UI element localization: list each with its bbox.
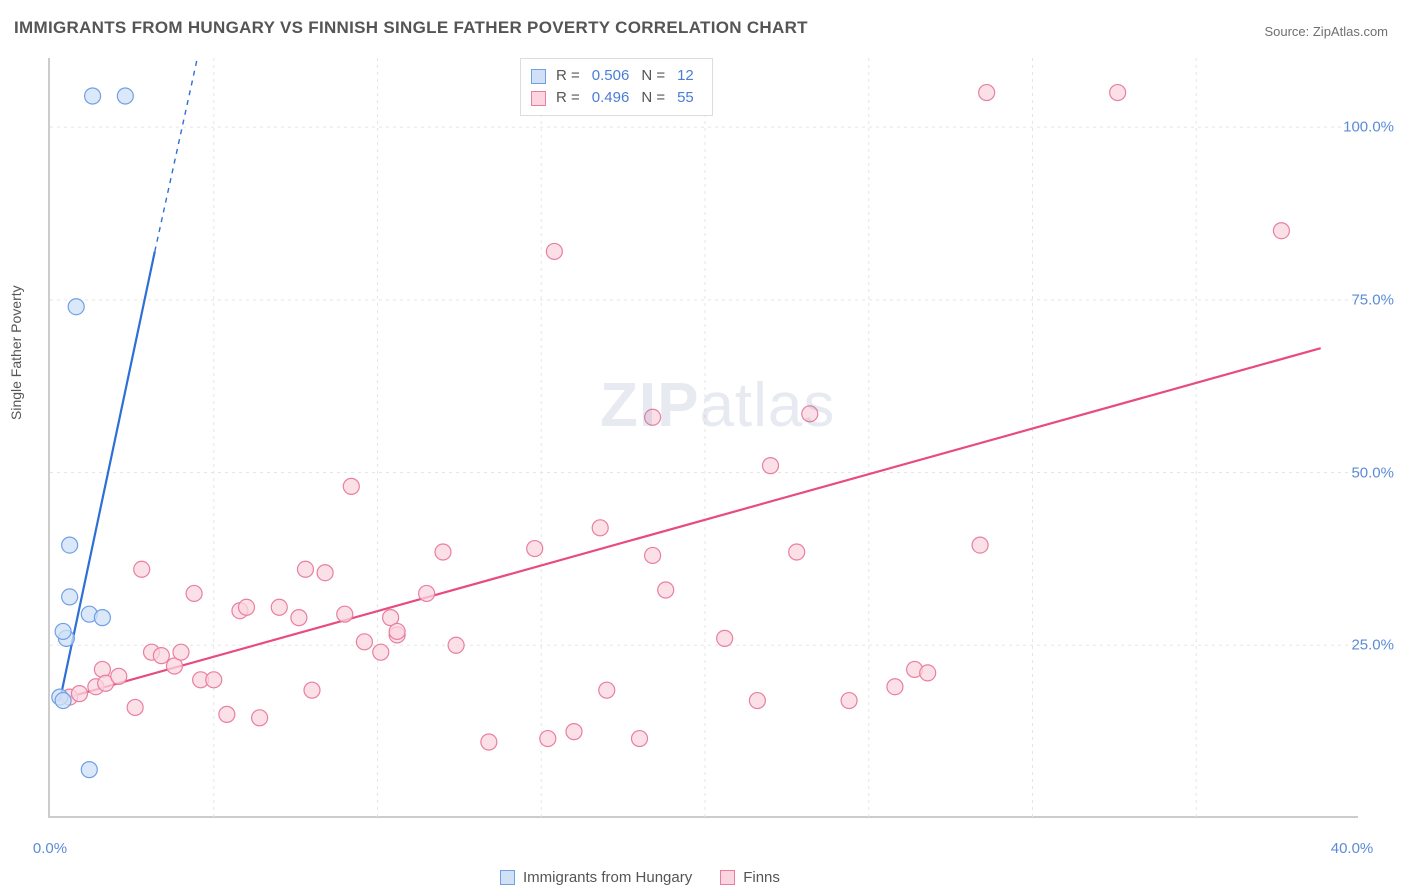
y-tick-label: 100.0% (1343, 119, 1394, 136)
legend-swatch-finns (531, 91, 546, 106)
legend-r-value-2: 0.496 (592, 87, 630, 109)
legend-swatch-finns (720, 870, 735, 885)
legend-stats-box: R = 0.506 N = 12 R = 0.496 N = 55 (520, 58, 713, 116)
legend-label-hungary: Immigrants from Hungary (523, 869, 692, 886)
x-tick-min: 0.0% (33, 840, 67, 857)
chart-title: IMMIGRANTS FROM HUNGARY VS FINNISH SINGL… (14, 18, 808, 38)
legend-swatch-hungary (531, 69, 546, 84)
legend-swatch-hungary (500, 870, 515, 885)
legend-r-label: R = (556, 87, 580, 109)
legend-series: Immigrants from Hungary Finns (500, 869, 780, 886)
y-tick-label: 75.0% (1351, 291, 1394, 308)
legend-item-hungary: Immigrants from Hungary (500, 869, 692, 886)
legend-stats-row-2: R = 0.496 N = 55 (531, 87, 698, 109)
x-tick-max: 40.0% (1331, 840, 1374, 857)
y-tick-label: 25.0% (1351, 637, 1394, 654)
legend-n-label: N = (641, 65, 665, 87)
source-label: Source: ZipAtlas.com (1264, 24, 1388, 39)
legend-stats-row-1: R = 0.506 N = 12 (531, 65, 698, 87)
chart-plot-area (48, 58, 1358, 818)
legend-r-value-1: 0.506 (592, 65, 630, 87)
y-tick-label: 50.0% (1351, 464, 1394, 481)
legend-r-label: R = (556, 65, 580, 87)
y-axis-label: Single Father Poverty (8, 285, 24, 420)
legend-n-label: N = (641, 87, 665, 109)
legend-n-value-2: 55 (677, 87, 694, 109)
legend-item-finns: Finns (720, 869, 780, 886)
chart-svg (50, 58, 1358, 816)
legend-n-value-1: 12 (677, 65, 694, 87)
legend-label-finns: Finns (743, 869, 780, 886)
